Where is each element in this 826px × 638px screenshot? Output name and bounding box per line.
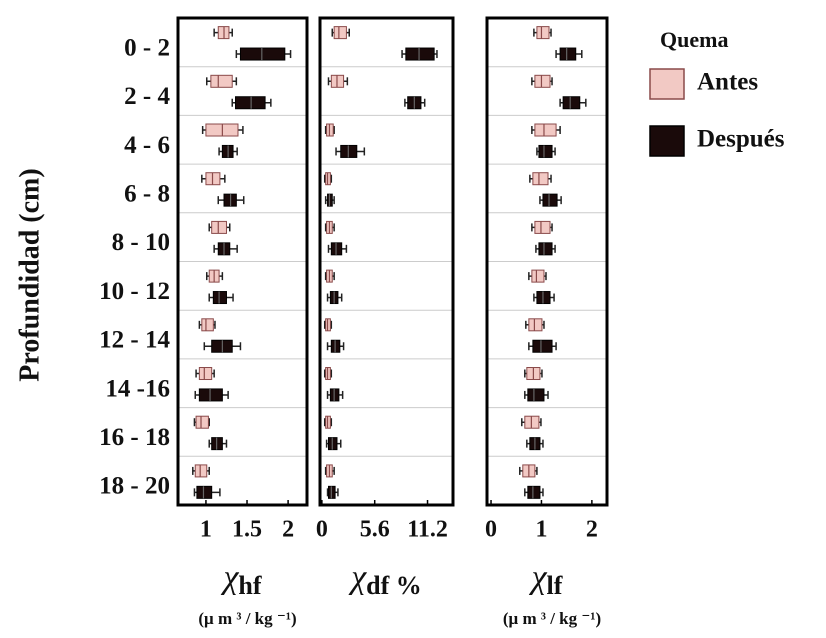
- box: [198, 388, 223, 402]
- x-axis-label: χhf: [220, 559, 261, 600]
- box: [532, 172, 549, 186]
- y-tick-label: 4 - 6: [124, 132, 170, 159]
- box: [527, 388, 545, 402]
- x-axis-symbol: χ: [348, 559, 367, 596]
- x-axis-label: χlf: [529, 559, 563, 600]
- legend-swatch: [649, 68, 685, 100]
- box: [534, 74, 551, 88]
- box: [210, 74, 233, 88]
- box: [527, 485, 541, 499]
- x-axis-subscript: lf: [547, 571, 563, 600]
- legend-title: Quema: [660, 27, 728, 52]
- box: [538, 242, 553, 256]
- x-tick-label: 1: [200, 517, 212, 543]
- y-axis-label: Profundidad (cm): [14, 168, 45, 381]
- box: [534, 220, 551, 234]
- x-axis-unit: (μ m ³ / kg ⁻¹): [503, 609, 601, 628]
- x-axis-symbol: χ: [220, 559, 239, 596]
- y-tick-label: 2 - 4: [124, 83, 170, 110]
- box: [534, 123, 557, 137]
- box: [562, 96, 581, 110]
- x-axis-subscript: df %: [366, 571, 422, 600]
- x-tick-label: 0: [485, 517, 497, 543]
- box: [532, 339, 553, 353]
- box: [405, 47, 435, 61]
- y-tick-label: 18 - 20: [99, 473, 170, 500]
- x-tick-label: 0: [316, 517, 328, 543]
- panel-frame: [176, 16, 309, 507]
- box: [195, 415, 209, 429]
- box: [542, 193, 558, 207]
- box: [235, 96, 266, 110]
- x-tick-label: 1: [535, 517, 547, 543]
- x-axis-label: χdf %: [348, 559, 422, 600]
- box: [201, 318, 214, 332]
- x-tick-label: 5.6: [360, 517, 390, 543]
- x-tick-label: 2: [586, 517, 598, 543]
- box: [538, 144, 553, 158]
- box: [559, 47, 577, 61]
- box: [211, 220, 227, 234]
- legend-label: Antes: [697, 69, 758, 96]
- box: [333, 26, 347, 40]
- box: [212, 291, 227, 305]
- y-tick-label: 8 - 10: [112, 229, 170, 256]
- y-tick-label: 14 -16: [105, 375, 170, 402]
- legend-label: Después: [697, 126, 785, 153]
- box: [528, 318, 543, 332]
- panel-frame: [485, 16, 609, 507]
- box: [198, 367, 213, 381]
- y-tick-label: 0 - 2: [124, 34, 170, 61]
- box: [196, 485, 213, 499]
- y-tick-label: 10 - 12: [99, 278, 170, 305]
- x-axis-symbol: χ: [529, 559, 548, 596]
- y-tick-label: 12 - 14: [99, 327, 170, 354]
- legend-swatch: [649, 125, 685, 157]
- x-axis-unit: (μ m ³ / kg ⁻¹): [198, 609, 296, 628]
- y-tick-label: 6 - 8: [124, 180, 170, 207]
- box: [536, 26, 550, 40]
- panel-frame: [318, 16, 455, 507]
- box: [194, 464, 208, 478]
- x-tick-label: 1.5: [232, 517, 262, 543]
- box: [531, 269, 545, 283]
- x-tick-label: 11.2: [407, 517, 448, 543]
- box: [239, 47, 286, 61]
- y-tick-label: 16 - 18: [99, 424, 170, 451]
- x-tick-label: 2: [282, 517, 294, 543]
- x-axis-subscript: hf: [238, 571, 261, 600]
